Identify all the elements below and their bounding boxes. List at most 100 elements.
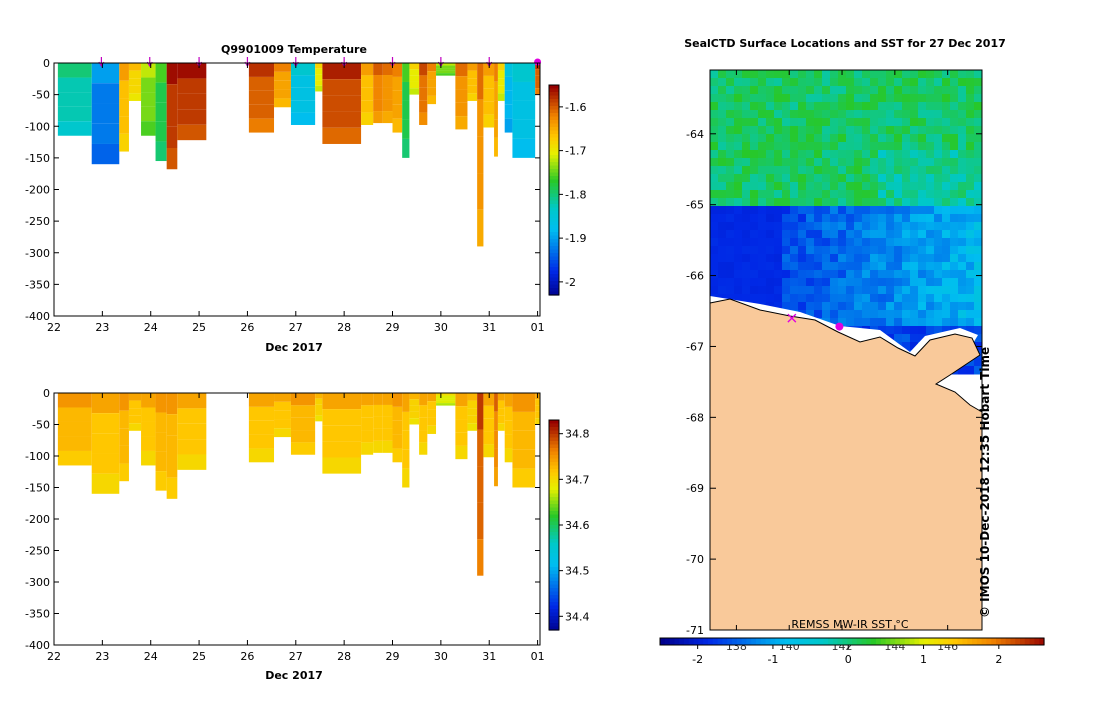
sst-cell — [894, 334, 903, 343]
sst-cell — [854, 278, 863, 287]
sst-cell — [822, 222, 831, 231]
map-y-label: -70 — [686, 553, 704, 566]
sst-cell — [950, 126, 959, 135]
sst-cell — [846, 230, 855, 239]
sst-cell — [934, 214, 943, 223]
sst-cell — [918, 270, 927, 279]
colorbar-segment — [549, 92, 559, 97]
sst-colorbar-segment — [732, 638, 738, 645]
cast-4-layer-0 — [141, 393, 156, 408]
cast-1-layer-2 — [91, 433, 120, 454]
sst-cell — [782, 278, 791, 287]
y-tick-label: -150 — [25, 482, 50, 495]
cast-16-layer-1 — [392, 76, 403, 91]
sst-cell — [758, 230, 767, 239]
sst-cell — [870, 262, 879, 271]
sst-cell — [814, 198, 823, 207]
sst-cell — [902, 230, 911, 239]
sst-cell — [750, 254, 759, 263]
sst-cell — [750, 190, 759, 199]
sst-cell — [782, 206, 791, 215]
cast-29-layer-0 — [512, 63, 536, 82]
map-y-label: -65 — [686, 199, 704, 212]
sst-cell — [718, 78, 727, 87]
cast-27-layer-4 — [497, 93, 505, 101]
colorbar-segment — [549, 504, 559, 509]
sst-cell — [974, 318, 983, 327]
sst-cell — [790, 262, 799, 271]
sst-cell — [774, 174, 783, 183]
sst-cell — [974, 206, 983, 215]
cast-27-layer-1 — [497, 400, 505, 409]
sst-cell — [910, 334, 919, 343]
cast-13-layer-4 — [361, 442, 374, 455]
cast-7-layer-1 — [177, 408, 207, 424]
sst-cell — [742, 190, 751, 199]
sst-colorbar-segment — [1029, 638, 1035, 645]
sst-cell — [790, 166, 799, 175]
sst-cell — [742, 166, 751, 175]
cast-19-layer-3 — [419, 100, 428, 113]
sst-cell — [958, 102, 967, 111]
sst-cell — [870, 222, 879, 231]
sst-cell — [758, 190, 767, 199]
sst-cell — [926, 270, 935, 279]
cast-18-layer-0 — [409, 63, 420, 70]
sst-cell — [886, 110, 895, 119]
sst-cell — [926, 110, 935, 119]
sst-cell — [966, 142, 975, 151]
sst-cell — [878, 230, 887, 239]
sst-cell — [830, 158, 839, 167]
sst-cell — [918, 286, 927, 295]
sst-cell — [718, 86, 727, 95]
sst-cell — [790, 270, 799, 279]
sst-cell — [886, 142, 895, 151]
sst-cell — [966, 230, 975, 239]
sst-cell — [814, 174, 823, 183]
sst-cell — [910, 118, 919, 127]
sst-cell — [710, 166, 719, 175]
sst-cell — [806, 230, 815, 239]
colorbar-segment — [549, 493, 559, 498]
sst-cell — [910, 238, 919, 247]
cast-22-layer-2 — [455, 89, 468, 103]
sst-cell — [958, 230, 967, 239]
sst-cell — [814, 286, 823, 295]
sst-cell — [934, 126, 943, 135]
y-tick-label: -350 — [25, 278, 50, 291]
x-tick-label: 30 — [434, 321, 448, 334]
sst-cell — [902, 134, 911, 143]
sst-cell — [894, 126, 903, 135]
sst-cell — [862, 302, 871, 311]
sst-cell — [862, 214, 871, 223]
cast-28-layer-3 — [504, 104, 513, 119]
sst-cell — [950, 230, 959, 239]
sst-cell — [910, 230, 919, 239]
map-y-label: -69 — [686, 482, 704, 495]
sst-cell — [814, 110, 823, 119]
sst-cell — [734, 86, 743, 95]
sst-cell — [782, 70, 791, 79]
sst-cell — [806, 158, 815, 167]
sst-colorbar-segment — [919, 638, 925, 645]
sst-cell — [798, 254, 807, 263]
sst-cell — [934, 166, 943, 175]
sst-cell — [854, 254, 863, 263]
sst-cell — [790, 126, 799, 135]
sst-cell — [822, 198, 831, 207]
colorbar-segment — [549, 260, 559, 265]
sst-cell — [878, 302, 887, 311]
sst-cell — [942, 158, 951, 167]
sst-cell — [782, 254, 791, 263]
cast-24-layer-4 — [477, 209, 484, 247]
sst-cell — [966, 358, 975, 367]
cast-29-layer-3 — [512, 119, 536, 139]
colorbar-segment — [549, 595, 559, 600]
salinity-panel: 22 23 24 25 26 27 28 29 30 31 010-50-100-150-200-2… — [25, 387, 589, 682]
sst-cell — [870, 254, 879, 263]
sst-cell — [894, 278, 903, 287]
sst-cell — [894, 318, 903, 327]
sst-cell — [926, 150, 935, 159]
cast-8-layer-1 — [248, 406, 275, 421]
sst-colorbar-segment — [852, 638, 858, 645]
